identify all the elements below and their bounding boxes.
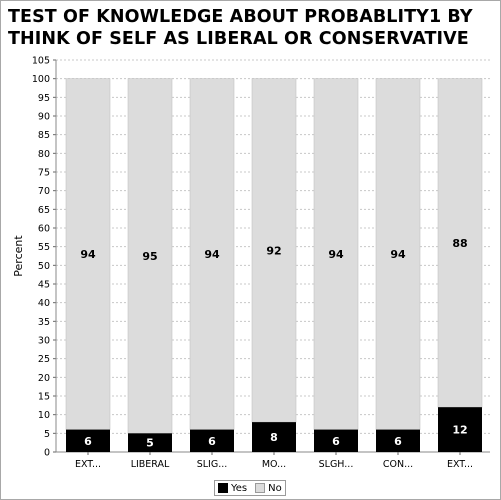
y-tick-label: 85: [38, 130, 50, 141]
y-tick-label: 10: [38, 410, 50, 421]
data-label-yes: 6: [332, 435, 340, 448]
chart-title-line-1: TEST OF KNOWLEDGE ABOUT PROBABLITY1 BY: [8, 7, 473, 27]
y-tick-label: 100: [32, 74, 50, 85]
x-tick-label: EXT...: [75, 459, 101, 470]
data-label-yes: 6: [84, 435, 92, 448]
y-tick-label: 80: [38, 149, 50, 160]
legend-item-no: No: [255, 483, 282, 494]
x-tick-label: EXT...: [447, 459, 473, 470]
data-label-no: 95: [142, 250, 157, 263]
x-tick-label: SLGH...: [319, 459, 354, 470]
bar-yes: [128, 433, 172, 452]
bar-yes: [314, 429, 358, 452]
y-tick-label: 45: [38, 280, 50, 291]
legend-label-no: No: [268, 482, 282, 494]
chart-title-line-2: THINK OF SELF AS LIBERAL OR CONSERVATIVE: [8, 29, 469, 49]
y-tick-label: 15: [38, 392, 50, 403]
x-tick-label: MO...: [262, 459, 286, 470]
legend-item-yes: Yes: [218, 483, 247, 494]
y-tick-label: 35: [38, 317, 50, 328]
bar-no: [375, 78, 421, 430]
legend-label-yes: Yes: [231, 482, 248, 494]
bar-yes: [438, 407, 482, 452]
y-tick-label: 40: [38, 298, 50, 309]
y-tick-label: 25: [38, 354, 50, 365]
y-tick-label: 75: [38, 168, 50, 179]
legend-swatch-no: [255, 483, 266, 493]
data-label-yes: 6: [394, 435, 402, 448]
bar-no: [437, 78, 483, 408]
x-tick-label: CON...: [383, 459, 413, 470]
legend-swatch-yes: [218, 483, 228, 493]
y-tick-label: 95: [38, 93, 50, 104]
y-tick-label: 55: [38, 242, 50, 253]
data-label-yes: 12: [452, 424, 467, 437]
y-tick-label: 20: [38, 373, 50, 384]
data-label-yes: 5: [146, 437, 154, 450]
data-label-no: 88: [452, 237, 467, 250]
y-tick-label: 5: [44, 429, 50, 440]
bar-no: [189, 78, 235, 430]
data-label-no: 94: [204, 248, 220, 261]
bar-no: [65, 78, 111, 430]
y-tick-label: 70: [38, 186, 50, 197]
y-tick-label: 50: [38, 261, 50, 272]
y-tick-label: 105: [32, 56, 50, 67]
bar-yes: [252, 422, 296, 452]
data-label-no: 94: [328, 248, 344, 261]
chart-title: TEST OF KNOWLEDGE ABOUT PROBABLITY1 BY T…: [8, 6, 494, 50]
data-label-no: 92: [266, 244, 281, 257]
data-label-yes: 6: [208, 435, 216, 448]
y-tick-label: 65: [38, 205, 50, 216]
x-tick-label: SLIG...: [197, 459, 228, 470]
y-tick-label: 60: [38, 224, 50, 235]
y-tick-label: 0: [44, 448, 50, 459]
bar-no: [251, 78, 297, 423]
data-label-no: 94: [80, 248, 96, 261]
data-label-no: 94: [390, 248, 406, 261]
bar-yes: [376, 429, 420, 452]
y-tick-label: 90: [38, 112, 50, 123]
bar-yes: [190, 429, 234, 452]
bar-yes: [66, 429, 110, 452]
y-axis-label: Percent: [12, 235, 25, 277]
bar-no: [313, 78, 359, 430]
data-label-yes: 8: [270, 431, 278, 444]
y-tick-label: 30: [38, 336, 50, 347]
legend: Yes No: [214, 480, 286, 496]
x-tick-label: LIBERAL: [131, 459, 170, 470]
bar-no: [127, 78, 173, 434]
